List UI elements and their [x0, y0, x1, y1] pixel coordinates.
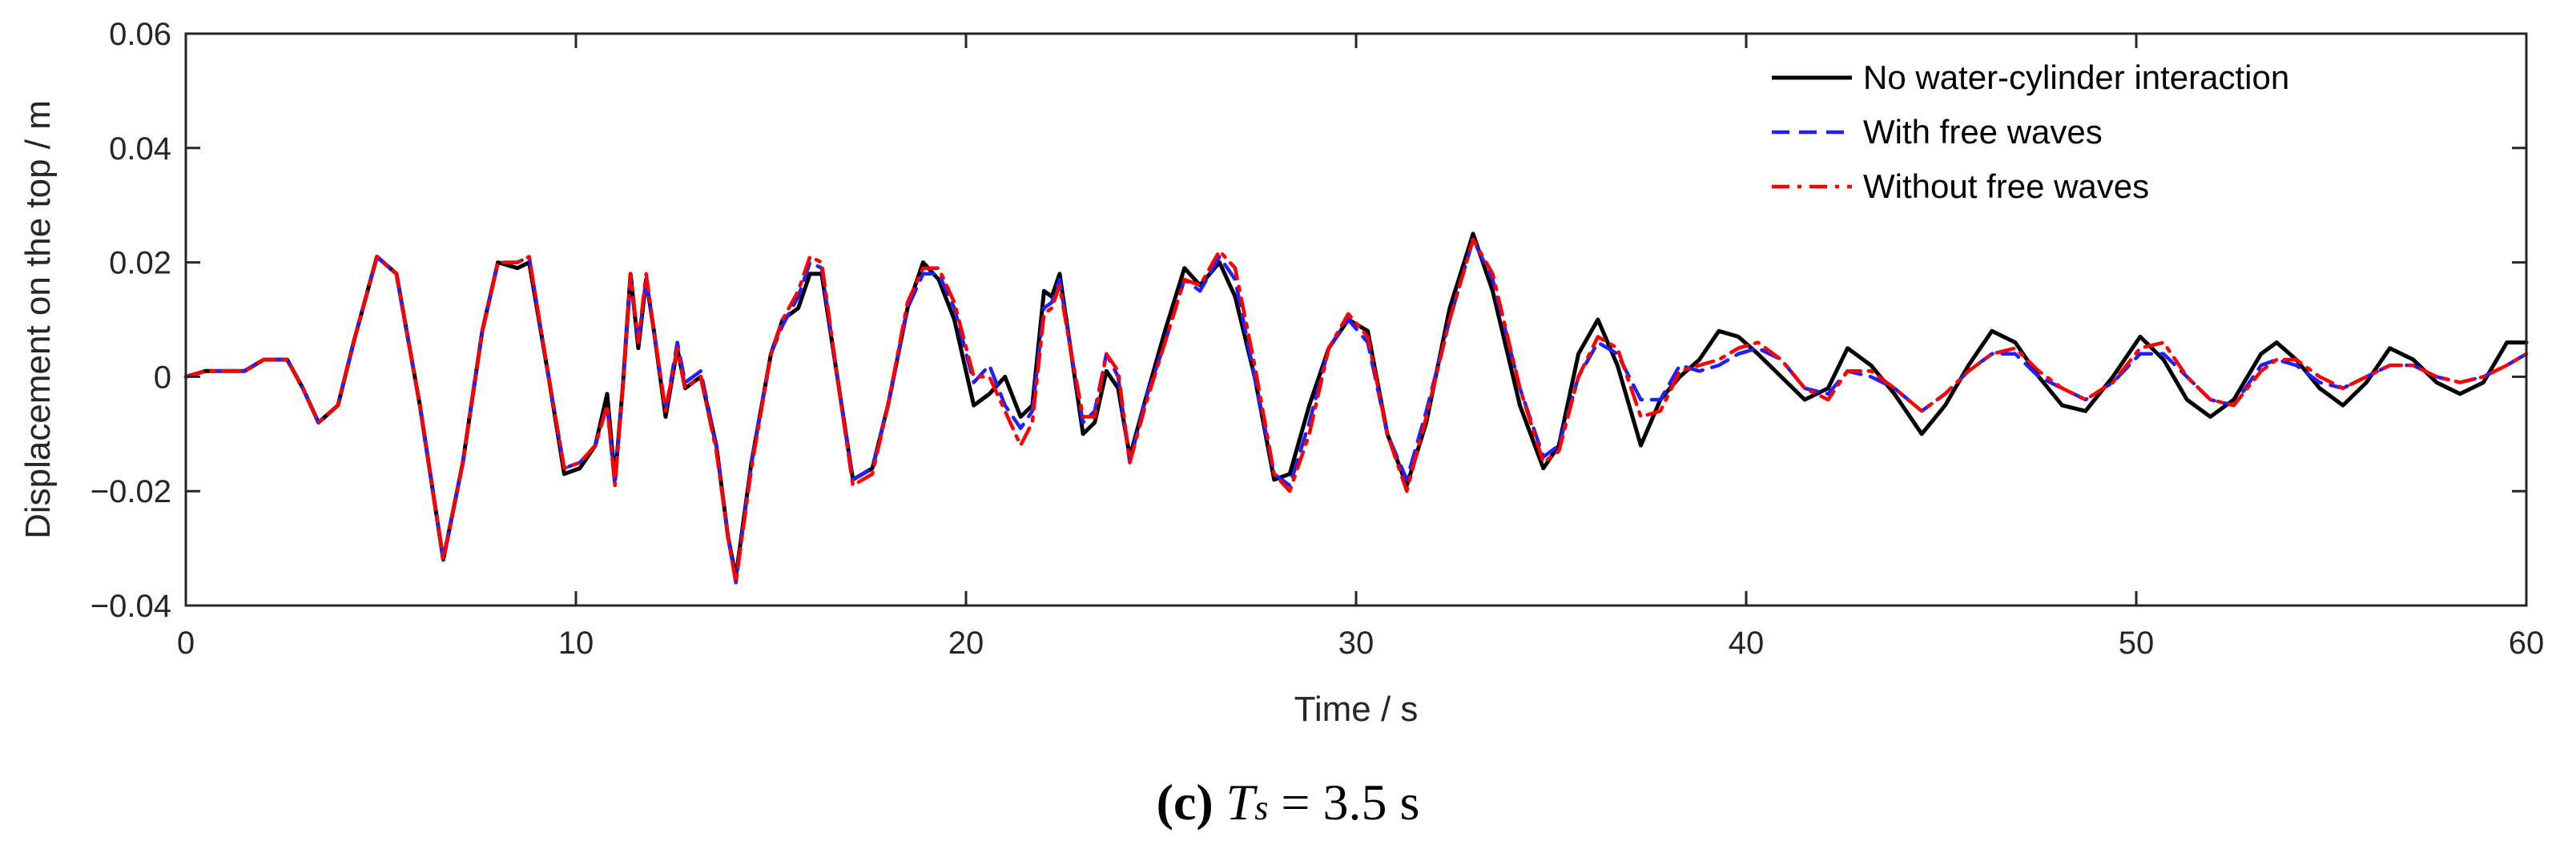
series-line-2 [183, 237, 2529, 585]
plot-area [186, 34, 2526, 606]
ts-symbol: T [1226, 774, 1255, 831]
y-tick-label: 0 [154, 360, 171, 395]
y-tick-label: 0.06 [109, 17, 171, 52]
y-axis-label: Displacement on the top / m [18, 100, 58, 539]
panel-letter: (c) [1156, 774, 1214, 831]
ts-subscript: s [1254, 788, 1269, 827]
legend-label-2: With free waves [1863, 113, 2103, 151]
x-tick-label: 60 [2509, 626, 2545, 661]
legend: No water-cylinder interaction With free w… [1772, 58, 2289, 205]
y-tick-label: −0.02 [91, 474, 171, 509]
ts-value: = 3.5 s [1268, 774, 1420, 831]
plot-background [186, 34, 2526, 606]
legend-label-3: Without free waves [1863, 167, 2149, 205]
y-tick-label: 0.02 [109, 246, 171, 281]
x-tick-label: 20 [948, 626, 984, 661]
chart: No water-cylinder interaction With free w… [18, 17, 2544, 729]
figure-caption: (c) Ts = 3.5 s [0, 773, 2576, 832]
y-tick-label: −0.04 [91, 589, 171, 624]
y-tick-label: 0.04 [109, 131, 171, 167]
series-line-3 [183, 237, 2529, 585]
series-layer [183, 231, 2529, 585]
axis-ticks: 0 10 20 30 40 50 60 −0.04 −0.02 0 0.02 0.04 0.06 [91, 17, 2544, 661]
legend-label-1: No water-cylinder interaction [1863, 58, 2289, 96]
x-axis-label: Time / s [1294, 690, 1419, 729]
x-tick-label: 50 [2119, 626, 2155, 661]
x-tick-label: 0 [177, 626, 195, 661]
x-tick-label: 10 [558, 626, 594, 661]
x-tick-label: 30 [1338, 626, 1375, 661]
x-tick-label: 40 [1729, 626, 1765, 661]
